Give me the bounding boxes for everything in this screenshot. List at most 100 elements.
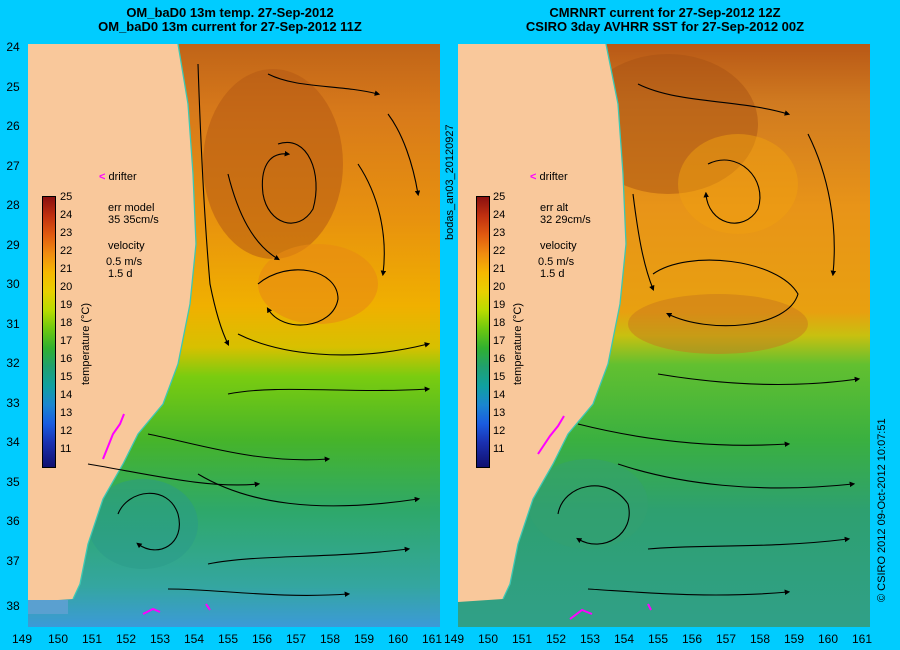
right-side-label: © CSIRO 2012 09-Oct-2012 10:07:51 [876,418,888,602]
right-title-line1: CMRNRT current for 27-Sep-2012 12Z [549,5,781,20]
colorbar-tick: 16 [60,353,73,365]
right-title-line2: CSIRO 3day AVHRR SST for 27-Sep-2012 00Z [525,19,805,34]
right-colorbar [476,196,490,468]
middle-side-label: bodas_an03_20120927 [444,124,456,240]
right-map-title: CMRNRT current for 27-Sep-2012 12Z CSIRO… [460,6,870,34]
right-coastline [502,44,627,600]
right-warm-eddy [678,134,798,234]
colorbar-tick: 14 [493,389,506,401]
lon-tick: 149 [11,632,33,646]
colorbar-tick: 25 [493,191,506,203]
right-drifter-legend: < drifter [530,171,568,183]
colorbar-tick: 22 [493,245,506,257]
left-annotation: err model 35 35cm/s velocity 0.5 m/s 1.5… [106,202,159,280]
lon-tick: 153 [579,632,601,646]
lat-tick: 27 [6,159,20,173]
colorbar-tick: 25 [60,191,73,203]
colorbar-tick: 13 [60,407,73,419]
lon-tick: 156 [251,632,273,646]
lon-tick: 158 [749,632,771,646]
colorbar-tick: 24 [60,209,73,221]
left-colorbar [42,196,56,468]
colorbar-tick: 12 [60,425,73,437]
drifter-marker-icon: < [530,171,537,183]
left-velocity-time: 1.5 d [108,268,133,280]
colorbar-tick: 19 [60,299,73,311]
colorbar-tick: 20 [493,281,506,293]
colorbar-tick: 19 [493,299,506,311]
lat-tick: 29 [6,238,20,252]
colorbar-tick: 23 [60,227,73,239]
right-err-value: 32 29cm/s [540,214,591,226]
lat-tick: 28 [6,198,20,212]
lon-tick: 152 [545,632,567,646]
left-map-title: OM_baD0 13m temp. 27-Sep-2012 OM_baD0 13… [30,6,430,34]
lon-tick: 150 [477,632,499,646]
lat-tick: 35 [6,475,20,489]
lat-tick: 31 [6,317,20,331]
left-velocity-scale: 0.5 m/s [106,256,143,268]
right-velocity-time: 1.5 d [540,268,565,280]
left-warm-core [203,69,343,259]
lon-tick: 155 [647,632,669,646]
drifter-label: drifter [539,171,568,183]
lat-tick: 37 [6,554,20,568]
lat-tick: 33 [6,396,20,410]
lat-tick: 24 [6,40,20,54]
colorbar-tick: 16 [493,353,506,365]
right-drifter-tracks [537,415,652,620]
colorbar-tick: 14 [60,389,73,401]
right-land [458,44,626,602]
colorbar-tick: 11 [493,443,505,455]
left-southern-water [28,600,68,614]
lon-tick: 157 [715,632,737,646]
colorbar-tick: 12 [493,425,506,437]
lon-tick: 160 [387,632,409,646]
lon-tick: 154 [183,632,205,646]
left-drifter-legend: < drifter [99,171,137,183]
right-velocity-scale: 0.5 m/s [538,256,575,268]
right-annotation: err alt 32 29cm/s velocity 0.5 m/s 1.5 d [538,202,591,280]
left-title-line2: OM_baD0 13m current for 27-Sep-2012 11Z [98,19,362,34]
right-map-panel [458,44,870,627]
left-map-svg [28,44,440,627]
right-map-svg [458,44,870,627]
right-err-label: err alt [540,202,569,214]
colorbar-tick: 22 [60,245,73,257]
lon-tick: 159 [783,632,805,646]
lon-tick: 159 [353,632,375,646]
left-current-streamlines [87,63,431,597]
colorbar-tick: 20 [60,281,73,293]
left-land [28,44,196,602]
lon-tick: 158 [319,632,341,646]
left-warm-eddy [258,244,378,324]
left-err-value: 35 35cm/s [108,214,159,226]
colorbar-tick: 18 [493,317,506,329]
lat-tick: 25 [6,80,20,94]
lat-tick: 36 [6,514,20,528]
right-velocity-label: velocity [540,240,577,252]
lat-tick: 30 [6,277,20,291]
colorbar-tick: 17 [493,335,506,347]
left-map-panel [28,44,440,627]
right-current-streamlines [557,83,861,596]
drifter-marker-icon: < [99,171,106,183]
lon-tick: 151 [511,632,533,646]
lon-tick: 161 [421,632,443,646]
lon-tick: 161 [851,632,873,646]
left-colorbar-title: temperature (°C) [80,302,92,385]
lat-tick: 32 [6,356,20,370]
colorbar-tick: 11 [60,443,72,455]
lon-tick: 160 [817,632,839,646]
lon-tick: 154 [613,632,635,646]
colorbar-tick: 23 [493,227,506,239]
right-colorbar-title: temperature (°C) [512,302,524,385]
lon-tick: 157 [285,632,307,646]
colorbar-tick: 18 [60,317,73,329]
colorbar-tick: 17 [60,335,73,347]
colorbar-tick: 15 [60,371,73,383]
colorbar-tick: 21 [60,263,73,275]
lat-tick: 38 [6,599,20,613]
lat-tick: 26 [6,119,20,133]
left-title-line1: OM_baD0 13m temp. 27-Sep-2012 [126,5,334,20]
